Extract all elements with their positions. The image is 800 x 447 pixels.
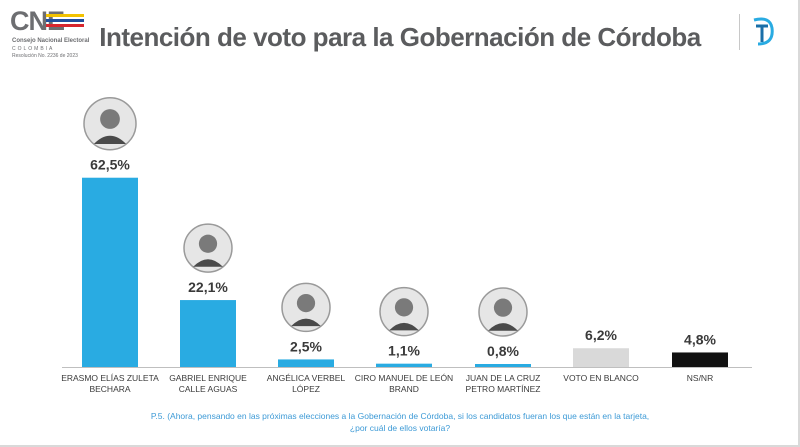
bar xyxy=(475,364,531,367)
candidate-head-icon xyxy=(394,298,414,317)
category-label: VOTO EN BLANCO xyxy=(563,373,639,383)
candidate-head-icon xyxy=(100,109,120,129)
logo-line2: COLOMBIA xyxy=(12,46,55,52)
bar-value-label: 0,8% xyxy=(487,343,519,359)
category-label: PETRO MARTÍNEZ xyxy=(466,384,541,394)
candidate-head-icon xyxy=(493,298,513,317)
category-label: NS/NR xyxy=(687,373,713,383)
bar-value-label: 62,5% xyxy=(90,157,130,173)
pollster-brand-icon xyxy=(753,17,774,46)
bar-value-label: 2,5% xyxy=(290,338,322,354)
logo-line3: Resolución No. 2236 de 2023 xyxy=(12,53,78,59)
bar-value-label: 6,2% xyxy=(585,327,617,343)
chart-title: Intención de voto para la Gobernación de… xyxy=(99,22,701,52)
candidate-shoulders-icon xyxy=(488,323,518,331)
candidate-head-icon xyxy=(296,293,316,313)
candidate-shoulders-icon xyxy=(389,322,419,331)
bar-value-label: 22,1% xyxy=(188,279,228,295)
footnote-line2: ¿por cuál de ellos votaría? xyxy=(349,423,451,433)
bar xyxy=(376,363,432,367)
bar xyxy=(82,177,138,367)
footnote-line1: P.5. (Ahora, pensando en las próximas el… xyxy=(150,411,650,421)
category-label: BRAND xyxy=(389,384,419,394)
bar xyxy=(278,359,334,367)
candidate-head-icon xyxy=(198,234,218,253)
candidate-shoulders-icon xyxy=(291,318,321,327)
category-label: JUAN DE LA CRUZ xyxy=(466,373,541,383)
brand-divider xyxy=(739,14,740,50)
bar xyxy=(672,352,728,367)
flag-stripes-icon xyxy=(46,14,84,30)
logo-line1: Consejo Nacional Electoral xyxy=(12,38,90,44)
bar xyxy=(180,300,236,367)
category-label: BECHARA xyxy=(89,384,130,394)
question-footnote: P.5. (Ahora, pensando en las próximas el… xyxy=(120,410,680,434)
category-label: LÓPEZ xyxy=(292,384,320,394)
bar xyxy=(573,348,629,367)
category-label: CALLE AGUAS xyxy=(179,384,238,394)
category-label: CIRO MANUEL DE LEÓN xyxy=(355,373,453,383)
candidate-shoulders-icon xyxy=(193,259,223,267)
cne-logo: CNE Consejo Nacional Electoral COLOMBIA … xyxy=(10,8,90,66)
bar-value-label: 4,8% xyxy=(684,331,716,347)
category-label: ANGÉLICA VERBEL xyxy=(267,373,346,383)
category-label: GABRIEL ENRIQUE xyxy=(169,373,247,383)
category-label: ERASMO ELÍAS ZULETA xyxy=(61,373,159,383)
candidate-shoulders-icon xyxy=(93,135,127,144)
bar-value-label: 1,1% xyxy=(388,343,420,359)
